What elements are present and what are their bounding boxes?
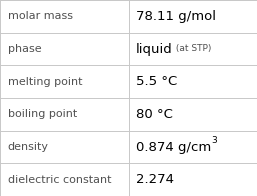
Text: 78.11 g/mol: 78.11 g/mol [136, 10, 216, 23]
Text: (at STP): (at STP) [173, 44, 211, 54]
Text: melting point: melting point [8, 77, 82, 87]
Text: 3: 3 [212, 136, 217, 145]
Text: dielectric constant: dielectric constant [8, 175, 111, 185]
Text: phase: phase [8, 44, 41, 54]
Text: boiling point: boiling point [8, 109, 77, 119]
Text: 2.274: 2.274 [136, 173, 174, 186]
Text: density: density [8, 142, 49, 152]
Text: molar mass: molar mass [8, 11, 73, 21]
Text: 0.874 g/cm: 0.874 g/cm [136, 141, 212, 153]
Text: 80 °C: 80 °C [136, 108, 173, 121]
Text: liquid: liquid [136, 43, 173, 55]
Text: 5.5 °C: 5.5 °C [136, 75, 178, 88]
